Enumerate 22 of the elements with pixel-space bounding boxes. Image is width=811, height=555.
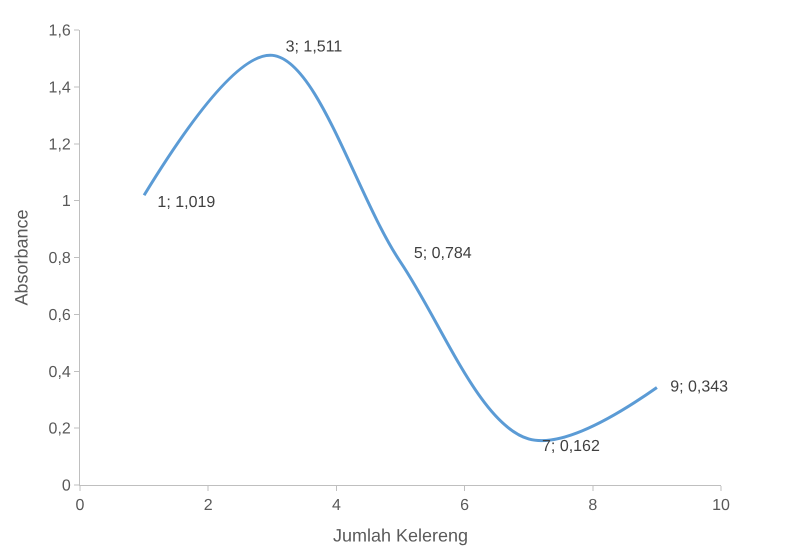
x-tick-label: 4 — [332, 497, 341, 514]
data-label: 5; 0,784 — [400, 245, 472, 262]
data-label: 1; 1,019 — [144, 194, 216, 212]
y-tick-label: 0 — [62, 478, 71, 495]
y-axis-title: Absorbance — [12, 209, 32, 306]
y-tick-label: 0,4 — [48, 364, 71, 381]
x-tick-label: 6 — [460, 497, 470, 514]
data-label: 9; 0,343 — [656, 378, 728, 396]
x-tick-label: 8 — [588, 497, 598, 514]
y-tick-label: 0,6 — [48, 306, 71, 324]
data-label: 3; 1,511 — [272, 38, 342, 56]
y-tick-label: 1,6 — [48, 22, 71, 40]
x-tick-label: 10 — [712, 497, 730, 514]
y-tick-label: 0,8 — [48, 250, 71, 268]
y-tick-label: 1 — [62, 193, 71, 210]
data-label: 7; 0,162 — [528, 438, 600, 455]
x-tick-label: 0 — [76, 497, 85, 514]
y-tick-label: 0,2 — [48, 420, 71, 438]
y-tick-label: 1,4 — [48, 79, 71, 96]
x-axis-title: Jumlah Kelereng — [332, 525, 468, 546]
y-tick-label: 1,2 — [48, 136, 71, 154]
x-tick-label: 2 — [204, 497, 213, 514]
